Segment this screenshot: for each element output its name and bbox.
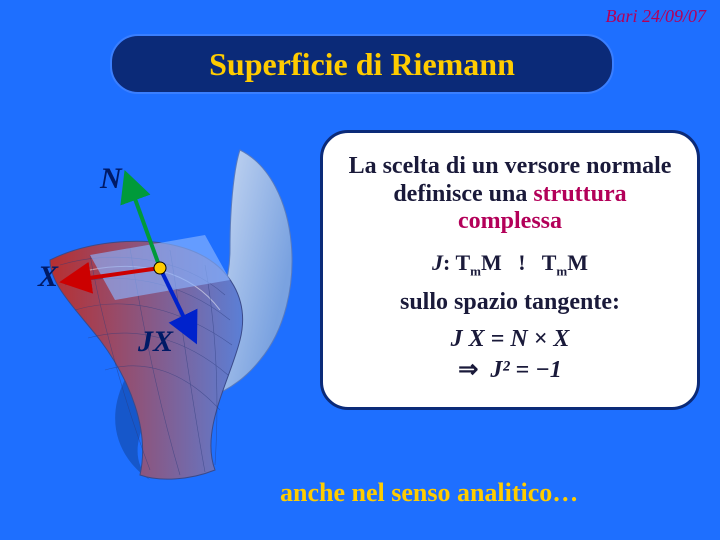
label-X: X [38,260,58,294]
eq2-arrow: ⇒ [458,357,478,383]
slide-root: Bari 24/09/07 Superficie di Riemann [0,0,720,540]
map-arrow: ! [518,250,525,275]
box-para2: sullo spazio tangente: [339,289,681,316]
map-m1: m [470,263,481,278]
slide-title: Superficie di Riemann [110,34,614,94]
base-point [154,262,166,274]
label-JX: JX [138,325,173,359]
box-para1: La scelta di un versore normale definisc… [339,153,681,236]
map-T1: T [455,250,470,275]
map-M2: M [567,250,588,275]
map-m2: m [556,263,567,278]
map-J: J [432,250,443,275]
equation-2: ⇒ J² = −1 [339,355,681,384]
map-line: J: TmM ! TmM [339,250,681,279]
explanation-box: La scelta di un versore normale definisc… [320,130,700,410]
map-M1: M [481,250,502,275]
equation-1: J X = N × X [339,326,681,353]
riemann-surface-diagram: N X JX [30,130,310,500]
footer-line: anche nel senso analitico… [280,478,578,508]
eq2-body: J² = −1 [490,357,561,383]
surface-svg [30,130,310,500]
map-colon: : [443,250,450,275]
map-T2: T [542,250,557,275]
date-label: Bari 24/09/07 [605,6,706,27]
label-N: N [100,162,122,196]
